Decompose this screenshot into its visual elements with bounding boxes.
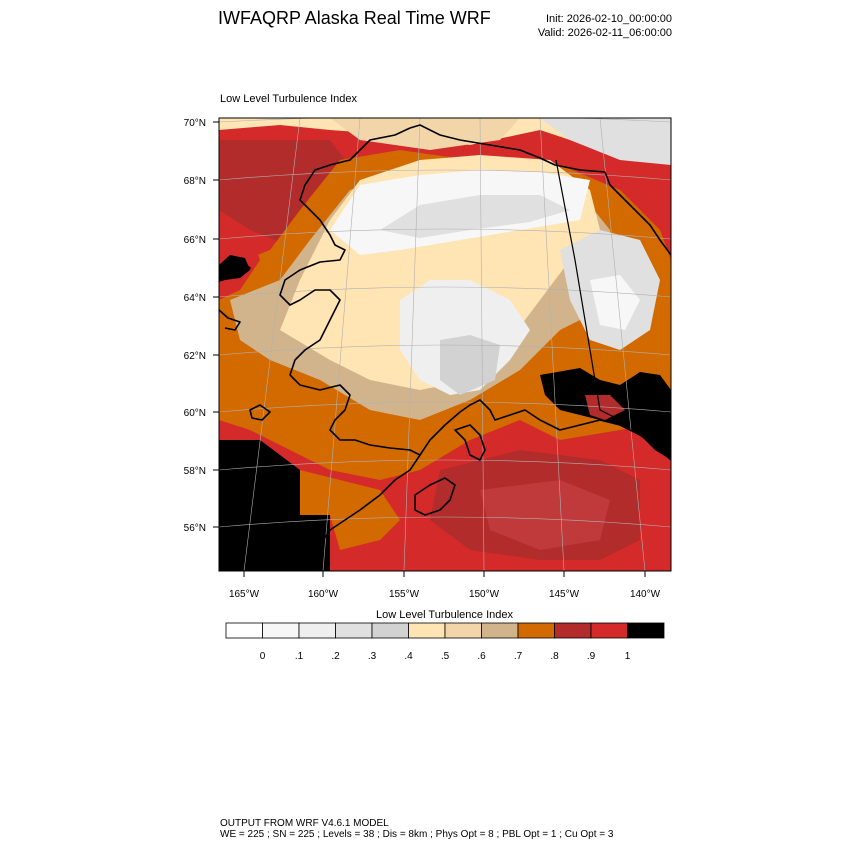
init-time: Init: 2026-02-10_00:00:00 [546,13,672,25]
coastline-yukon-arctic [604,171,671,256]
turbulence-field [219,118,671,571]
colorbar-tick-label: .9 [587,651,596,662]
colorbar-title: Low Level Turbulence Index [376,609,513,621]
colorbar-swatch [627,622,665,639]
international-border [555,159,621,421]
axis-ticks [213,121,646,577]
valid-time: Valid: 2026-02-11_06:00:00 [537,27,672,39]
coastline-aleutian-start [318,544,323,551]
graticule-lon-165 [243,118,301,571]
colorbar-tick-label: .7 [514,651,523,662]
colorbar-tick-label: .8 [550,651,559,662]
colorbar-tick-label: .6 [477,651,486,662]
colorbar-tick-label: 0 [260,651,266,662]
graticule-lat-56 [219,516,671,528]
graticule-lon-155 [403,118,421,571]
colorbar-tick-label: .3 [368,651,377,662]
colorbar [225,622,665,639]
colorbar-swatch [481,622,519,639]
field-region-white-east [590,275,640,330]
field-region-grey-central [440,335,500,395]
graticule-lon-145 [539,118,565,571]
field-region-gulf-inner [480,480,610,550]
lat-label-62: 62°N [184,351,206,362]
field-region-orange-sw [300,470,400,550]
lon-label-150: 150°W [469,589,500,600]
lat-label-60: 60°N [184,408,206,419]
colorbar-swatch [408,622,446,639]
lon-label-165: 165°W [229,589,260,600]
lat-label-68: 68°N [184,176,206,187]
graticule-lat-68 [219,169,671,181]
graticule-lat-60 [219,401,671,413]
field-region-east-gap [585,395,625,420]
colorbar-swatch [590,622,628,639]
lat-label-58: 58°N [184,466,206,477]
colorbar-tick-label: .5 [441,651,450,662]
coastline-north-slope [409,124,606,173]
graticule-lat-58 [219,459,671,471]
lat-label-64: 64°N [184,293,206,304]
footer-model-line: OUTPUT FROM WRF V4.6.1 MODEL [220,818,389,829]
coastline-nunivak-island [249,404,271,421]
coastline-western-alaska [279,127,421,546]
coastline-kenai-peninsula [454,424,486,461]
graticule-lon-160 [322,118,361,571]
field-region-ne-grey [540,118,671,165]
colorbar-swatch [262,622,300,639]
colorbar-tick-label: .2 [331,651,340,662]
colorbar-tick-label: 1 [625,651,631,662]
field-region-grey-north [380,195,570,238]
colorbar-swatch [517,622,555,639]
plot-title: Low Level Turbulence Index [220,93,357,105]
graticule [219,118,671,571]
lon-label-140: 140°W [630,589,661,600]
lat-label-70: 70°N [184,118,206,129]
colorbar-tick-label: .4 [404,651,413,662]
colorbar-swatch [371,622,409,639]
map-frame [218,117,672,572]
colorbar-swatch [444,622,482,639]
coastline-gulf-of-alaska [419,399,671,461]
lon-label-160: 160°W [308,589,339,600]
coastline-chukotka [219,309,241,331]
field-region-black-sw [219,440,330,571]
lon-label-145: 145°W [549,589,580,600]
us-canada-border [555,159,621,421]
colorbar-swatch [298,622,336,639]
graticule-lat-62 [219,344,671,356]
graticule-lon-150 [479,118,485,571]
graticule-lat-66 [219,228,671,240]
lon-labels: 165°W 160°W 155°W 150°W 145°W 140°W [229,589,661,600]
colorbar-tick-label: .1 [295,651,304,662]
lon-label-155: 155°W [389,589,420,600]
lat-label-66: 66°N [184,235,206,246]
coastline-kodiak-island [414,477,456,516]
footer-config-line: WE = 225 ; SN = 225 ; Levels = 38 ; Dis … [220,829,614,840]
graticule-lat-70 [219,118,671,123]
page-title: IWFAQRP Alaska Real Time WRF [218,8,491,28]
colorbar-swatch [335,622,373,639]
lat-labels: 70°N 68°N 66°N 64°N 62°N 60°N 58°N 56°N [184,118,206,534]
colorbar-swatch [554,622,592,639]
lat-label-56: 56°N [184,523,206,534]
colorbar-labels: 0 .1 .2 .3 .4 .5 .6 .7 .8 .9 1 [260,651,631,662]
colorbar-swatch [225,622,263,639]
graticule-lon-140 [599,118,646,571]
coastline [219,124,671,551]
coastline-st-lawrence [239,259,251,273]
